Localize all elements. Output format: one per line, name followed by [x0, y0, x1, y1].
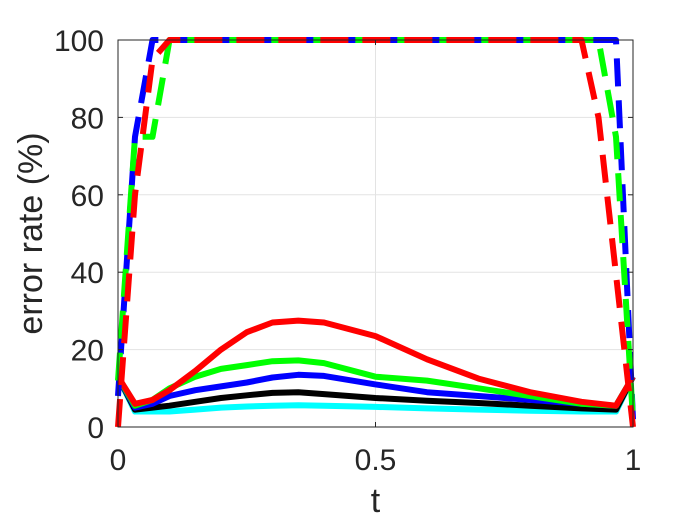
x-tick-label: 0	[110, 444, 127, 477]
series-line	[115, 375, 636, 415]
x-tick-label: 0.5	[355, 444, 397, 477]
dashed-series-line	[115, 37, 636, 428]
y-tick-label: 20	[71, 335, 104, 368]
y-tick-label: 100	[54, 25, 104, 58]
x-axis-label: t	[371, 482, 381, 520]
y-axis-ticks: 0 20 40 60 80 100	[54, 25, 633, 445]
y-tick-label: 40	[71, 257, 104, 290]
series-line	[115, 317, 636, 409]
y-tick-label: 60	[71, 180, 104, 213]
x-axis-ticks: 0 0.5 1	[110, 40, 642, 477]
y-tick-label: 0	[87, 412, 104, 445]
series-line	[115, 375, 636, 413]
x-tick-label: 1	[625, 444, 642, 477]
y-axis-label: error rate (%)	[12, 132, 50, 334]
y-tick-label: 80	[71, 102, 104, 135]
